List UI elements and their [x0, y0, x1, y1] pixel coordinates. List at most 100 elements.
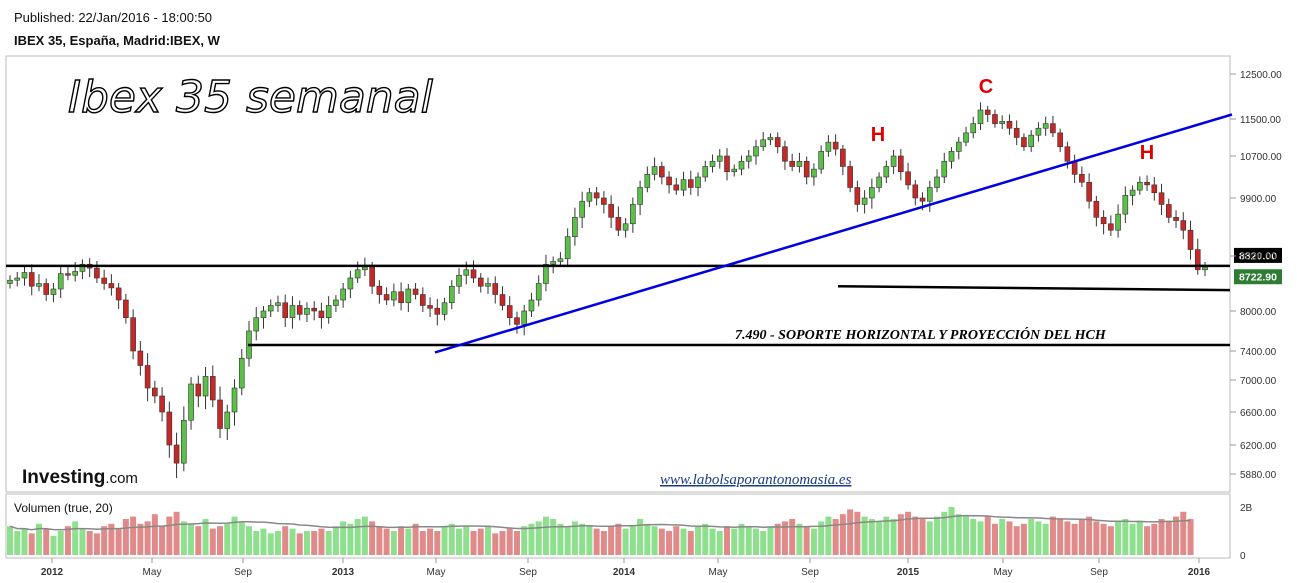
candle-body [854, 187, 861, 205]
candle-body [984, 109, 991, 115]
candle-body [948, 151, 955, 162]
volume-bar [550, 519, 557, 555]
volume-bar [738, 523, 745, 555]
candle-body [716, 155, 723, 162]
x-tick-label: 2014 [613, 567, 636, 578]
chart-title: Ibex 35 semanal [68, 72, 434, 123]
volume-bar [115, 528, 122, 555]
candle-body [94, 267, 100, 279]
candle-body [7, 279, 13, 284]
volume-bar [79, 528, 86, 555]
candle-body [123, 299, 129, 318]
volume-bar [369, 521, 376, 555]
volume-bar [687, 531, 694, 555]
x-tick-label: May [143, 567, 162, 578]
candle-body [1202, 266, 1208, 271]
candle-body [528, 299, 535, 312]
watermark-link[interactable]: www.labolsaporantonomasia.es [660, 472, 852, 488]
volume-bar [608, 526, 615, 555]
candle-body [36, 283, 42, 287]
candle-body [1050, 123, 1056, 134]
candle-body [72, 271, 78, 276]
volume-bar [521, 526, 528, 555]
volume-bar [311, 531, 318, 555]
candle-body [470, 269, 477, 279]
x-tick-label: Sep [801, 567, 819, 578]
volume-bar [231, 516, 238, 555]
candle-body [275, 302, 281, 306]
candle-body [659, 166, 665, 178]
volume-bar [274, 531, 281, 555]
candle-body [101, 277, 107, 284]
volume-bar [434, 531, 441, 555]
candle-body [593, 192, 600, 199]
volume-bar [883, 516, 890, 555]
volume-bar [695, 526, 702, 555]
volume-bar [970, 519, 977, 555]
candle-body [485, 283, 491, 287]
candle-body [1079, 174, 1085, 183]
volume-bar [890, 519, 897, 555]
candle-body [369, 266, 375, 287]
candle-body [1108, 223, 1114, 231]
volume-bar [1013, 526, 1020, 555]
volume-bar [296, 533, 303, 555]
volume-bar [818, 521, 825, 555]
volume-bar [448, 523, 455, 555]
candle-body [65, 273, 71, 276]
volume-bar [1049, 516, 1056, 555]
volume-bar [832, 519, 839, 555]
volume-bar [427, 528, 434, 555]
candle-body [289, 305, 296, 318]
candle-body [608, 204, 614, 218]
volume-bar [1093, 521, 1100, 555]
x-tick-label: May [994, 567, 1013, 578]
volume-bar [332, 526, 339, 555]
volume-bar [745, 526, 752, 555]
candle-body [774, 137, 781, 148]
candle-body [898, 155, 904, 173]
volume-bar [955, 514, 962, 555]
volume-bar [347, 523, 354, 555]
volume-bar [934, 516, 941, 555]
candle-body [318, 310, 325, 318]
candle-body [195, 383, 202, 397]
volume-bar [1173, 516, 1180, 555]
volume-bar [680, 528, 687, 555]
price-label-text: 8722.90 [1239, 272, 1277, 284]
y-axis: 12500.00 11500.00 10700.00 9900.00 9000.00 80… [1230, 70, 1282, 562]
volume-bar [991, 523, 998, 555]
volume-bar [1078, 519, 1085, 555]
candle-body [217, 399, 223, 429]
brand-suffix: .com [105, 470, 138, 487]
volume-bar [166, 516, 173, 555]
candle-body [166, 411, 173, 446]
price-label-box [1234, 247, 1282, 263]
volume-bar [839, 514, 846, 555]
volume-bar [796, 523, 803, 555]
x-tick-label: Sep [234, 567, 252, 578]
volume-bar [72, 521, 79, 555]
candle-body [912, 184, 919, 199]
volume-bar [64, 526, 71, 555]
volume-bar [868, 519, 875, 555]
candle-body [521, 310, 528, 325]
candle-body [637, 187, 643, 205]
candle-body [586, 192, 593, 202]
volume-bar [847, 509, 854, 555]
y-tick-label: 11500.00 [1240, 115, 1281, 126]
trendline [434, 113, 1233, 354]
volume-bar [977, 521, 984, 555]
candle-body [1122, 195, 1129, 215]
candle-body [267, 305, 274, 312]
candle-body [441, 302, 448, 315]
candle-body [108, 283, 115, 289]
volume-bar [470, 531, 477, 555]
volume-bar [93, 533, 100, 555]
volume-bar [390, 531, 397, 555]
candle-body [1006, 121, 1013, 129]
candle-body [391, 291, 397, 301]
volume-bar [579, 523, 586, 555]
candle-body [405, 288, 412, 304]
candle-body [818, 151, 824, 170]
